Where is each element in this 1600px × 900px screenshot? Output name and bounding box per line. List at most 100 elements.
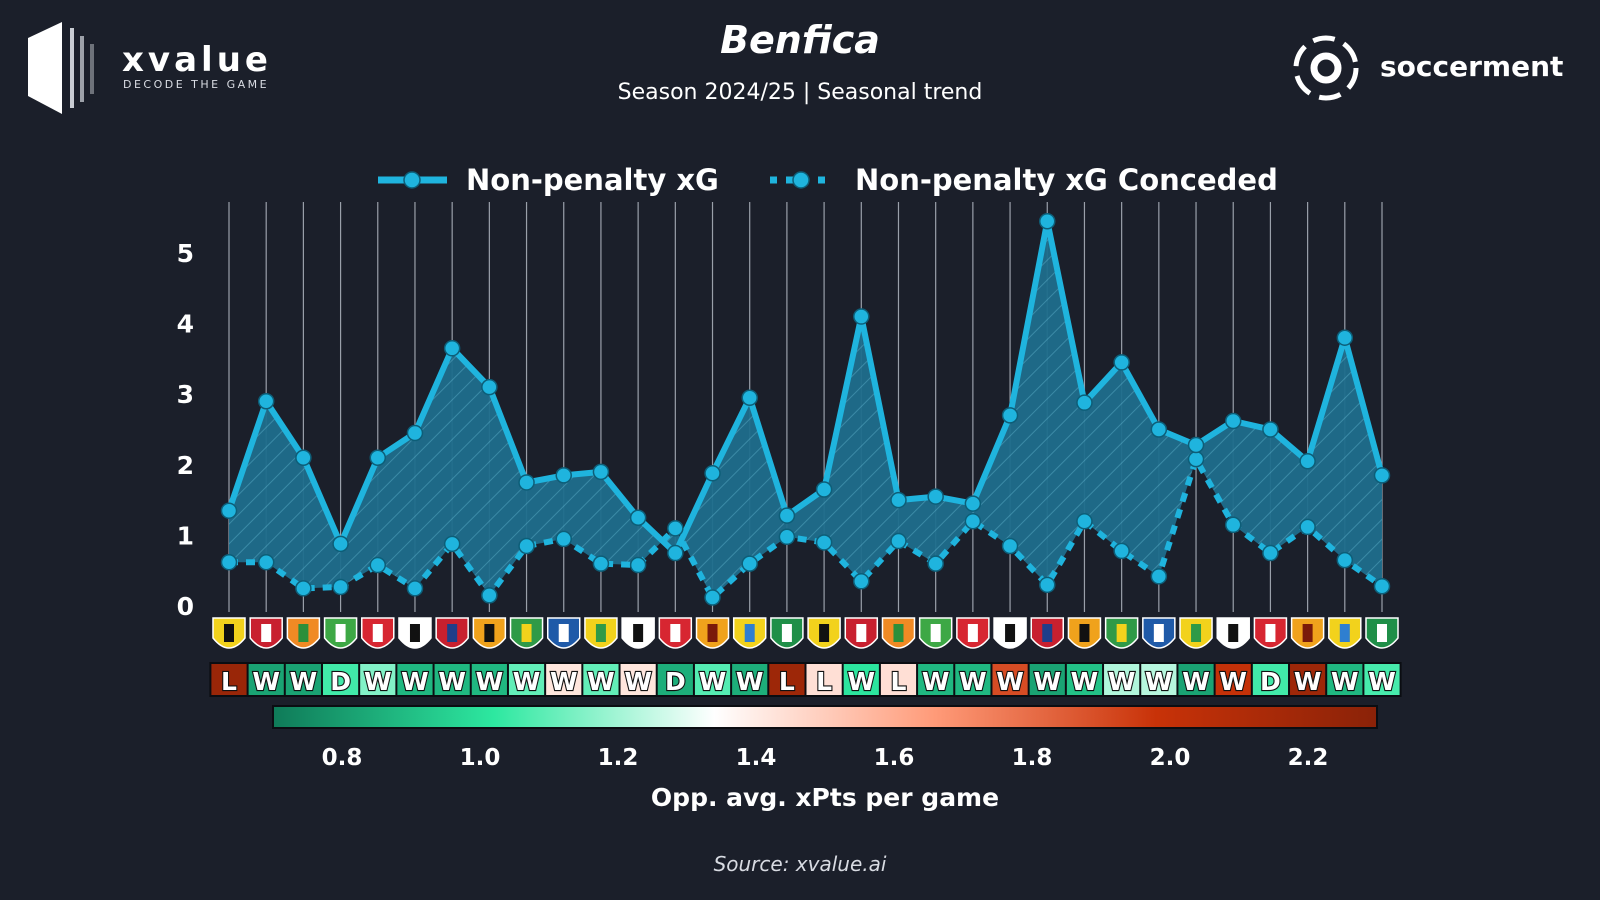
crest-detail [930, 624, 941, 642]
crest-detail [1079, 624, 1090, 642]
result-label: W [1108, 667, 1136, 696]
point-npxg-conceded [1039, 576, 1056, 594]
crest-detail [558, 624, 569, 642]
crest-detail [893, 624, 904, 642]
crest-detail [1005, 624, 1016, 642]
result-cell [992, 664, 1028, 695]
result-label: W [1071, 667, 1099, 696]
xvalue-logo: xvalue DECODE THE GAME [22, 18, 322, 118]
legend-marker-npxgc [792, 171, 810, 189]
crest-detail [409, 624, 420, 642]
point-npxg [1299, 453, 1316, 470]
crest-detail [1191, 624, 1202, 642]
crest-detail [633, 624, 644, 642]
point-npxg [778, 507, 796, 524]
crest-detail [670, 624, 681, 642]
crest-detail [856, 624, 867, 642]
source-note: Source: xvalue.ai [713, 852, 887, 876]
point-npxg-conceded [890, 532, 907, 550]
point-npxg-conceded [295, 580, 312, 597]
soccerment-logo: soccerment [1290, 30, 1590, 110]
result-cell [694, 664, 731, 695]
result-label: L [891, 667, 907, 696]
result-cell [1066, 664, 1103, 695]
chart-subtitle: Season 2024/25 | Seasonal trend [617, 80, 983, 105]
point-npxg-conceded [332, 578, 349, 596]
point-npxg-conceded [629, 556, 647, 574]
legend-label-npxg: Non-penalty xG [466, 163, 719, 197]
crest-detail [1228, 624, 1239, 642]
result-cell [1215, 664, 1251, 695]
point-npxg-conceded [853, 573, 870, 590]
point-npxg [1262, 421, 1279, 438]
crest-detail [595, 624, 606, 642]
result-label: W [848, 667, 876, 696]
soccerment-wordmark: soccerment [1380, 50, 1564, 83]
crest-detail [372, 624, 383, 642]
point-npxg [667, 544, 684, 562]
point-npxg-conceded [1336, 551, 1354, 569]
chart-series-points [220, 212, 1391, 606]
point-npxg [964, 495, 982, 512]
result-label: L [816, 667, 832, 696]
point-npxg [890, 491, 907, 509]
point-npxg-conceded [555, 530, 572, 548]
legend-marker-npxg [403, 171, 421, 189]
crest-detail [819, 624, 830, 642]
result-cell [397, 664, 433, 695]
result-label: W [1033, 667, 1061, 696]
colorbar-tick-label: 1.4 [736, 745, 777, 771]
y-tick-label: 5 [177, 239, 194, 268]
result-label: W [624, 667, 652, 696]
result-label: W [252, 667, 280, 696]
point-npxg [443, 340, 461, 357]
point-npxg-conceded [741, 555, 758, 572]
result-cell [248, 664, 284, 695]
result-cell [1104, 664, 1140, 695]
point-npxg-conceded [815, 534, 833, 551]
result-cell [583, 664, 619, 695]
result-label: W [513, 667, 541, 696]
colorbar-tick-label: 2.0 [1150, 745, 1191, 771]
point-npxg [481, 378, 498, 396]
point-npxg-conceded [518, 537, 535, 555]
result-cell [732, 664, 768, 695]
point-npxg-conceded [667, 520, 684, 537]
colorbar: 0.8 1.0 1.2 1.4 1.6 1.8 2.0 2.2 Opp. avg. xPts p… [272, 705, 1378, 812]
point-npxg-conceded [1224, 516, 1242, 534]
result-cell [471, 664, 507, 695]
xvalue-tagline: DECODE THE GAME [123, 78, 270, 91]
point-npxg [592, 463, 610, 481]
result-label: W [959, 667, 987, 696]
result-cell [211, 664, 247, 695]
point-npxg-conceded [927, 555, 944, 572]
result-label: W [587, 667, 615, 696]
xvalue-bars-icon [28, 22, 94, 114]
xvalue-wordmark: xvalue [122, 40, 272, 80]
xg-difference-area [229, 221, 1382, 598]
point-npxg-conceded [964, 513, 982, 530]
result-label: W [438, 667, 466, 696]
result-cell [546, 664, 582, 695]
crest-detail [781, 624, 792, 642]
crest-detail [298, 624, 309, 642]
colorbar-tick-label: 1.6 [874, 745, 915, 771]
crest-detail [1153, 624, 1164, 642]
point-npxg [1113, 354, 1130, 371]
point-npxg-conceded [1262, 544, 1279, 562]
point-npxg-conceded [443, 535, 461, 553]
y-axis-ticks: 0 1 2 3 4 5 [177, 239, 194, 621]
result-label: W [1182, 667, 1210, 696]
result-cell [360, 664, 396, 695]
point-npxg-conceded [778, 528, 796, 546]
point-npxg [853, 308, 870, 325]
colorbar-gradient [272, 705, 1378, 729]
soccerment-ball-icon [1293, 35, 1359, 101]
point-npxg [406, 424, 424, 442]
result-cell [806, 664, 842, 695]
point-npxg-conceded [592, 555, 610, 572]
result-label: W [1331, 667, 1359, 696]
point-npxg-conceded [1299, 518, 1316, 536]
